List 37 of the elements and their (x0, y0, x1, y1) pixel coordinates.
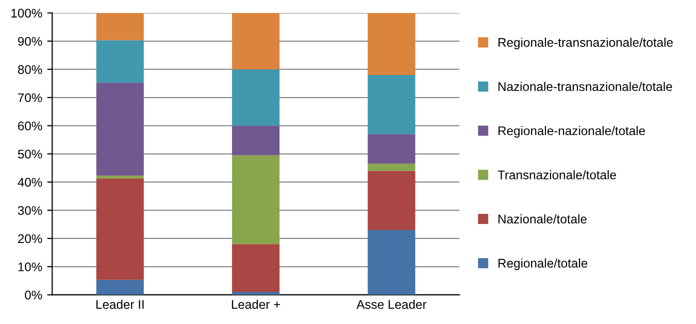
bar (368, 134, 416, 164)
legend-label: Regionale-nazionale/totale (498, 126, 645, 138)
legend-label: Nazionale-transnazionale/totale (498, 82, 672, 92)
legend-label: Nazionale/totale (498, 214, 587, 224)
bar (368, 230, 416, 295)
legend-label: Regionale-transnazionale/totale (498, 38, 673, 50)
bar (368, 12, 416, 75)
y-tick-label: 30% (18, 206, 42, 215)
bar (368, 74, 416, 134)
bar (96, 178, 144, 280)
bar (96, 176, 144, 178)
bar (232, 244, 280, 292)
y-tick-label: 80% (18, 65, 42, 74)
y-tick-label: 0% (24, 290, 42, 300)
bar (96, 40, 144, 83)
bar (368, 170, 416, 230)
bar (368, 164, 416, 171)
y-tick-label: 100% (11, 8, 42, 18)
x-tick-label: Asse Leader (356, 300, 426, 309)
bar (232, 69, 280, 126)
x-tick-label: Leader II (96, 300, 144, 309)
y-tick-label: 70% (18, 93, 42, 102)
legend-label: Transnazionale/totale (498, 170, 616, 180)
y-tick-label: 60% (18, 122, 42, 130)
y-tick-label: 90% (18, 36, 42, 46)
y-tick-label: 20% (18, 234, 42, 244)
y-tick-label: 10% (18, 262, 42, 272)
bar (232, 126, 280, 156)
bar (232, 155, 280, 244)
y-tick-label: 50% (18, 150, 42, 159)
x-tick-label: Leader + (232, 300, 280, 309)
y-tick-label: 40% (18, 178, 42, 187)
bar (96, 280, 144, 295)
legend-label: Regionale/totale (498, 258, 588, 270)
bar (96, 82, 144, 176)
bar (232, 12, 280, 70)
bar (96, 12, 144, 40)
